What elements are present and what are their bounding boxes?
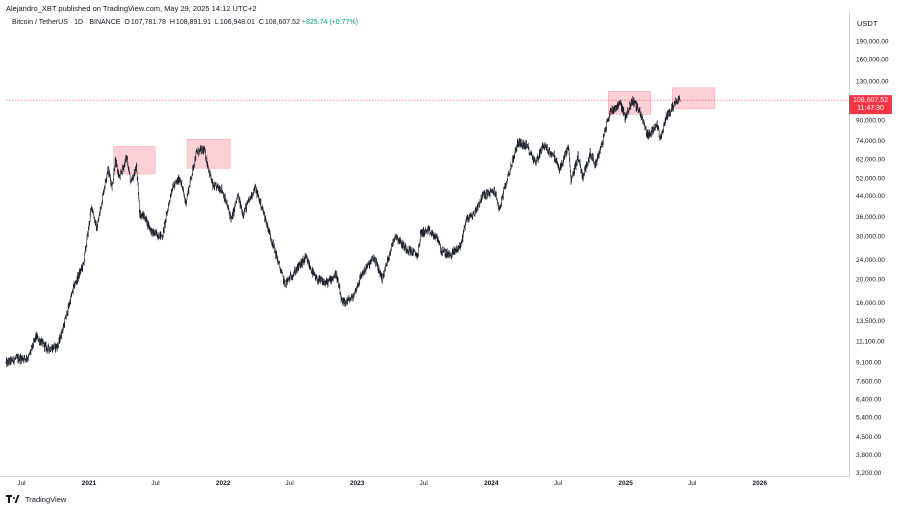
y-tick-label: 30,000.00 <box>856 233 885 240</box>
tradingview-logo[interactable]: TradingView <box>6 495 66 504</box>
y-tick-label: 3,200.00 <box>856 470 882 477</box>
x-tick-label: 2023 <box>350 480 365 487</box>
tradingview-logo-icon <box>6 495 22 504</box>
currency-label[interactable]: USDT <box>857 19 878 28</box>
y-tick-label: 74,000.00 <box>856 138 885 145</box>
change-value: +825.74 (+0.77%) <box>301 19 358 26</box>
y-tick-label: 3,800.00 <box>856 452 882 459</box>
price-series <box>5 95 681 368</box>
y-tick-label: 62,000.00 <box>856 157 885 164</box>
y-tick-label: 11,100.00 <box>856 338 885 345</box>
highlight-boxes <box>113 87 716 175</box>
open-label: O <box>124 19 130 26</box>
y-tick-label: 190,000.00 <box>856 38 889 45</box>
price-tag-price: 108,607.52 <box>853 97 888 104</box>
y-tick-label: 5,400.00 <box>856 415 882 422</box>
price-tag-background <box>849 95 892 115</box>
y-tick-label: 90,000.00 <box>856 117 885 124</box>
x-tick-label: 2026 <box>753 480 768 487</box>
low-label: L <box>214 19 219 26</box>
y-tick-label: 20,000.00 <box>856 276 885 283</box>
open-value: 107,781.78 <box>130 19 166 26</box>
y-tick-label: 4,500.00 <box>856 434 882 441</box>
y-tick-label: 36,000.00 <box>856 214 885 221</box>
x-tick-label: 2024 <box>484 480 499 487</box>
y-tick-label: 9,100.00 <box>856 359 882 366</box>
y-tick-label: 130,000.00 <box>856 78 889 85</box>
y-tick-label: 44,000.00 <box>856 193 885 200</box>
low-value: 106,948.01 <box>219 19 255 26</box>
x-tick-label: Jul <box>285 480 294 487</box>
x-tick-label: 2025 <box>618 480 633 487</box>
y-tick-label: 160,000.00 <box>856 56 889 63</box>
y-tick-label: 13,500.00 <box>856 318 885 325</box>
exchange-label: BINANCE <box>89 19 121 26</box>
interval-label[interactable]: 1D <box>74 19 84 26</box>
current-price-tag: 108,607.52 11:47:30 <box>849 95 892 115</box>
x-axis[interactable]: Jul 2021 Jul 2022 Jul 2023 Jul 2024 Jul 2025 Jul 20… <box>17 480 767 487</box>
y-tick-label: 16,000.00 <box>856 300 885 307</box>
published-by-line: Alejandro_XBT published on TradingView.c… <box>6 4 257 13</box>
y-tick-label: 52,000.00 <box>856 175 885 182</box>
close-value: 108,607.52 <box>264 19 300 26</box>
y-tick-label: 6,400.00 <box>856 397 882 404</box>
x-tick-label: 2021 <box>82 480 97 487</box>
x-tick-label: Jul <box>419 480 428 487</box>
x-tick-label: 2022 <box>216 480 231 487</box>
highlight-box-4[interactable] <box>672 87 716 110</box>
price-tag-countdown: 11:47:30 <box>857 105 884 112</box>
y-tick-label: 7,600.00 <box>856 379 882 386</box>
x-tick-label: Jul <box>151 480 160 487</box>
symbol-info-line: Bitcoin / TetherUS · 1D · BINANCE O107,7… <box>12 19 358 26</box>
close-label: C <box>258 19 264 26</box>
x-tick-label: Jul <box>688 480 697 487</box>
x-tick-label: Jul <box>554 480 563 487</box>
high-value: 108,891.91 <box>175 19 211 26</box>
y-tick-label: 24,000.00 <box>856 257 885 264</box>
tradingview-brand: TradingView <box>25 495 67 504</box>
y-axis[interactable]: 190,000.00 160,000.00 130,000.00 90,000.00 7… <box>856 38 889 477</box>
symbol-name[interactable]: Bitcoin / TetherUS <box>12 19 68 26</box>
high-label: H <box>169 19 175 26</box>
x-tick-label: Jul <box>17 480 26 487</box>
